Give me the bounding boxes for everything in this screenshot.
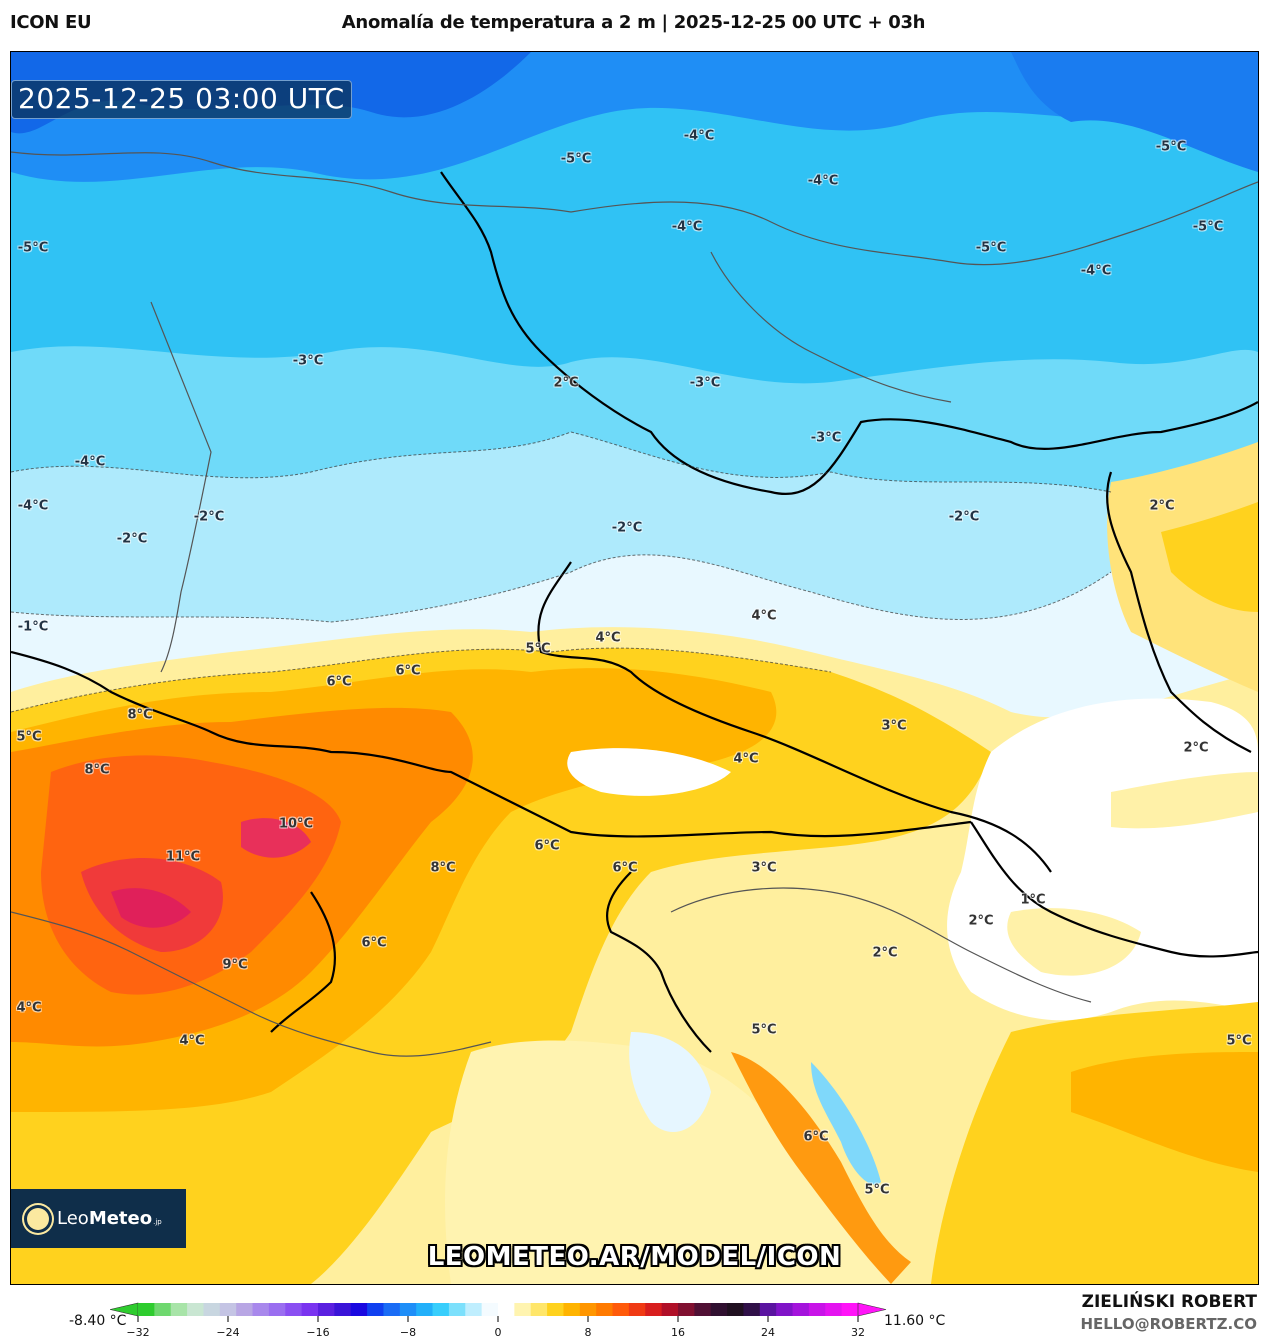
- chart-title: Anomalía de temperatura a 2 m | 2025-12-…: [341, 12, 926, 33]
- author-email[interactable]: HELLO@ROBERTZ.CO: [1080, 1315, 1257, 1333]
- colorbar: [110, 1302, 887, 1322]
- isotherm-label: 4°C: [751, 608, 777, 624]
- colorbar-min-label: -8.40 °C: [69, 1313, 127, 1329]
- isotherm-label: 2°C: [1183, 740, 1209, 756]
- isotherm-label: -5°C: [560, 151, 592, 167]
- isotherm-label: 2°C: [1149, 498, 1175, 514]
- isotherm-label: -3°C: [689, 375, 721, 391]
- isotherm-label: -3°C: [810, 430, 842, 446]
- map-fields: [11, 52, 1258, 1284]
- isotherm-label: -3°C: [292, 353, 324, 369]
- isotherm-label: 9°C: [222, 957, 248, 973]
- leometeo-logo[interactable]: Leo Meteo .jp: [11, 1189, 186, 1248]
- isotherm-label: 2°C: [872, 945, 898, 961]
- isotherm-label: 6°C: [326, 674, 352, 690]
- isotherm-label: -2°C: [116, 531, 148, 547]
- colorbar-tick-label: −24: [216, 1326, 240, 1339]
- isotherm-label: 4°C: [595, 630, 621, 646]
- isotherm-label: -1°C: [17, 619, 49, 635]
- isotherm-label: -5°C: [17, 240, 49, 256]
- isotherm-label: 5°C: [525, 641, 551, 657]
- logo-text-light: Leo: [57, 1208, 89, 1229]
- isotherm-label: 8°C: [430, 860, 456, 876]
- isotherm-label: -5°C: [1192, 219, 1224, 235]
- isotherm-label: 5°C: [751, 1022, 777, 1038]
- isotherm-label: 5°C: [1226, 1033, 1252, 1049]
- colorbar-tick-label: 0: [494, 1326, 502, 1339]
- isotherm-label: 5°C: [16, 729, 42, 745]
- sun-icon: [27, 1207, 49, 1230]
- isotherm-label: 4°C: [733, 751, 759, 767]
- isotherm-label: 10°C: [278, 816, 314, 832]
- colorbar-tick-label: 16: [671, 1326, 685, 1339]
- isotherm-label: -4°C: [74, 454, 106, 470]
- isotherm-label: 2°C: [968, 913, 994, 929]
- isotherm-label: 6°C: [612, 860, 638, 876]
- isotherm-label: 8°C: [84, 762, 110, 778]
- isotherm-label: 2°C: [553, 375, 579, 391]
- logo-text-suffix: .jp: [153, 1217, 162, 1226]
- author-name: ZIELIŃSKI ROBERT: [1081, 1292, 1257, 1312]
- isotherm-label: -4°C: [683, 128, 715, 144]
- isotherm-label: -4°C: [671, 219, 703, 235]
- isotherm-label: 3°C: [751, 860, 777, 876]
- isotherm-label: 4°C: [179, 1033, 205, 1049]
- isotherm-label: 8°C: [127, 707, 153, 723]
- colorbar-tick-label: −32: [126, 1326, 150, 1339]
- valid-time-badge: 2025-12-25 03:00 UTC: [11, 80, 352, 119]
- isotherm-label: -2°C: [611, 520, 643, 536]
- logo-text-bold: Meteo: [88, 1208, 153, 1229]
- isotherm-label: -4°C: [1080, 263, 1112, 279]
- colorbar-tick-label: 24: [761, 1326, 775, 1339]
- isotherm-label: 6°C: [395, 663, 421, 679]
- isotherm-label: 6°C: [534, 838, 560, 854]
- isotherm-label: -4°C: [17, 498, 49, 514]
- colorbar-tick-label: 8: [584, 1326, 592, 1339]
- isotherm-label: 1°C: [1020, 892, 1046, 908]
- isotherm-label: 3°C: [881, 718, 907, 734]
- isotherm-label: -5°C: [975, 240, 1007, 256]
- colorbar-tick-label: 32: [851, 1326, 865, 1339]
- colorbar-max-label: 11.60 °C: [884, 1313, 946, 1329]
- temperature-anomaly-map[interactable]: 2025-12-25 03:00 UTC -5°C -4°C -4°C -4°C -5°…: [10, 51, 1259, 1285]
- isotherm-label: 6°C: [803, 1129, 829, 1145]
- isotherm-label: 11°C: [165, 849, 201, 865]
- isotherm-label: 5°C: [864, 1182, 890, 1198]
- isotherm-label: -5°C: [1155, 139, 1187, 155]
- colorbar-tick-label: −16: [306, 1326, 330, 1339]
- colorbar-tick-label: −8: [399, 1326, 417, 1339]
- isotherm-label: 4°C: [16, 1000, 42, 1016]
- model-name: ICON EU: [10, 12, 92, 33]
- isotherm-label: 6°C: [361, 935, 387, 951]
- isotherm-label: -2°C: [193, 509, 225, 525]
- watermark-url: LEOMETEO.AR/MODEL/ICON: [427, 1242, 842, 1272]
- isotherm-label: -2°C: [948, 509, 980, 525]
- isotherm-label: -4°C: [807, 173, 839, 189]
